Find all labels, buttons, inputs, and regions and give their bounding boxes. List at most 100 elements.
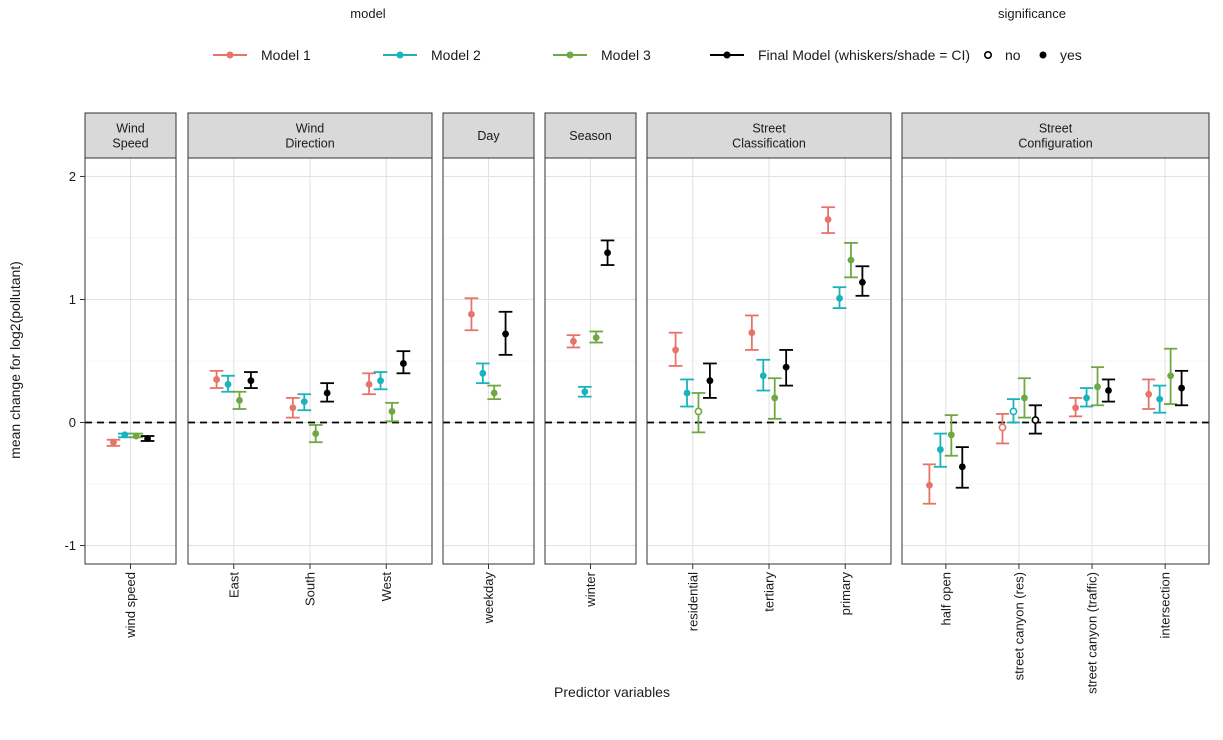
panel-border <box>901 157 1210 565</box>
x-tick-label: primary <box>838 572 853 616</box>
category-south <box>285 382 335 444</box>
estimate-point <box>1178 384 1185 392</box>
errorbar-model-2 <box>933 432 947 468</box>
legend: model significance Model 1 Model 2 Model 3… <box>213 6 1082 63</box>
strip-label: Street <box>1039 122 1073 136</box>
estimate-point <box>581 388 589 396</box>
errorbar-model-1 <box>566 334 581 349</box>
legend-item-model-1: Model 1 <box>213 47 311 63</box>
estimate-point <box>570 337 577 345</box>
x-tick-label: tertiary <box>762 572 777 612</box>
estimate-point <box>479 369 487 377</box>
legend-swatch-point <box>396 51 404 59</box>
errorbar-final-model <box>1028 404 1042 435</box>
errorbar-model-1 <box>821 206 835 234</box>
legend-swatch-point <box>566 51 574 59</box>
category-intersection <box>1142 347 1189 414</box>
x-tick-label: street canyon (traffic) <box>1085 572 1100 694</box>
errorbar-final-model <box>703 362 717 399</box>
strip-background <box>84 112 177 159</box>
estimate-point <box>936 446 944 453</box>
estimate-point <box>683 389 691 397</box>
estimate-point <box>672 346 679 354</box>
errorbar-model-2 <box>373 371 388 391</box>
category-street-canyon-res <box>995 377 1042 445</box>
errorbar-model-3 <box>767 377 782 420</box>
facet-panel-day: Day weekday <box>442 112 535 625</box>
x-tick-label: winter <box>583 571 598 607</box>
estimate-point <box>824 216 832 223</box>
strip-background <box>646 112 892 159</box>
legend-item-significance-no: no <box>983 47 1021 63</box>
estimate-point <box>213 376 220 383</box>
filled-circle-icon <box>1039 51 1047 59</box>
category-west <box>362 350 411 423</box>
estimate-point <box>1021 394 1028 402</box>
estimate-point <box>312 430 320 437</box>
estimate-point <box>121 431 129 439</box>
estimate-point-open <box>998 423 1007 432</box>
legend-label: no <box>1005 47 1021 63</box>
strip-label: Street <box>752 122 786 136</box>
legend-label: Model 2 <box>431 47 481 63</box>
estimate-point <box>377 377 384 385</box>
category-street-canyon-traffic <box>1069 366 1116 418</box>
model-legend-title: model <box>350 6 386 21</box>
legend-swatch-point <box>226 51 234 59</box>
errorbar-model-2 <box>577 385 592 398</box>
estimate-point <box>1167 372 1175 380</box>
errorbar-model-3 <box>232 390 247 410</box>
errorbar-model-2 <box>297 393 312 412</box>
x-tick-label: weekday <box>481 572 496 625</box>
x-tick-label: West <box>379 572 394 602</box>
errorbar-model-1 <box>744 314 759 351</box>
strip-background <box>544 112 637 159</box>
estimate-point <box>1072 404 1080 412</box>
estimate-point <box>1105 387 1112 394</box>
category-half-open <box>922 414 969 505</box>
estimate-point <box>365 380 373 388</box>
x-tick-label: East <box>226 572 241 598</box>
category-wind-speed <box>106 431 155 447</box>
estimate-point <box>947 431 955 439</box>
legend-label: Final Model (whiskers/shade = CI) <box>758 47 970 63</box>
estimate-point <box>468 310 475 318</box>
estimate-point <box>110 438 117 446</box>
errorbar-model-2 <box>680 378 694 408</box>
errorbar-final-model <box>955 446 969 489</box>
errorbar-model-3 <box>1017 377 1032 419</box>
errorbar-final-model <box>244 371 258 389</box>
errorbar-model-3 <box>385 401 399 423</box>
estimate-point <box>958 463 966 471</box>
estimate-point <box>490 389 498 397</box>
legend-item-model-2: Model 2 <box>383 47 481 63</box>
legend-item-final-model-whiskers-shade-ci: Final Model (whiskers/shade = CI) <box>710 47 970 63</box>
category-tertiary <box>744 314 794 420</box>
legend-items: Model 1 Model 2 Model 3 Final Model (whiske… <box>213 47 1082 63</box>
estimate-point <box>782 363 790 371</box>
x-tick-label: street canyon (res) <box>1011 572 1026 680</box>
errorbar-model-3 <box>691 392 706 434</box>
errorbar-model-1 <box>1069 397 1083 418</box>
errorbar-model-3 <box>944 414 958 457</box>
estimate-point <box>1094 383 1101 391</box>
panel-grid <box>902 158 1209 564</box>
errorbar-model-1 <box>1142 378 1156 410</box>
y-tick-label: 1 <box>69 292 76 307</box>
estimate-point <box>1156 395 1164 403</box>
x-tick-label: South <box>303 572 318 606</box>
estimate-point <box>247 377 255 385</box>
panel-grid <box>188 158 432 564</box>
errorbar-final-model <box>396 350 411 375</box>
panel-grid <box>545 158 636 564</box>
y-tick-label: 0 <box>69 415 76 430</box>
x-tick-label: residential <box>685 572 700 631</box>
estimate-point <box>1083 394 1090 402</box>
